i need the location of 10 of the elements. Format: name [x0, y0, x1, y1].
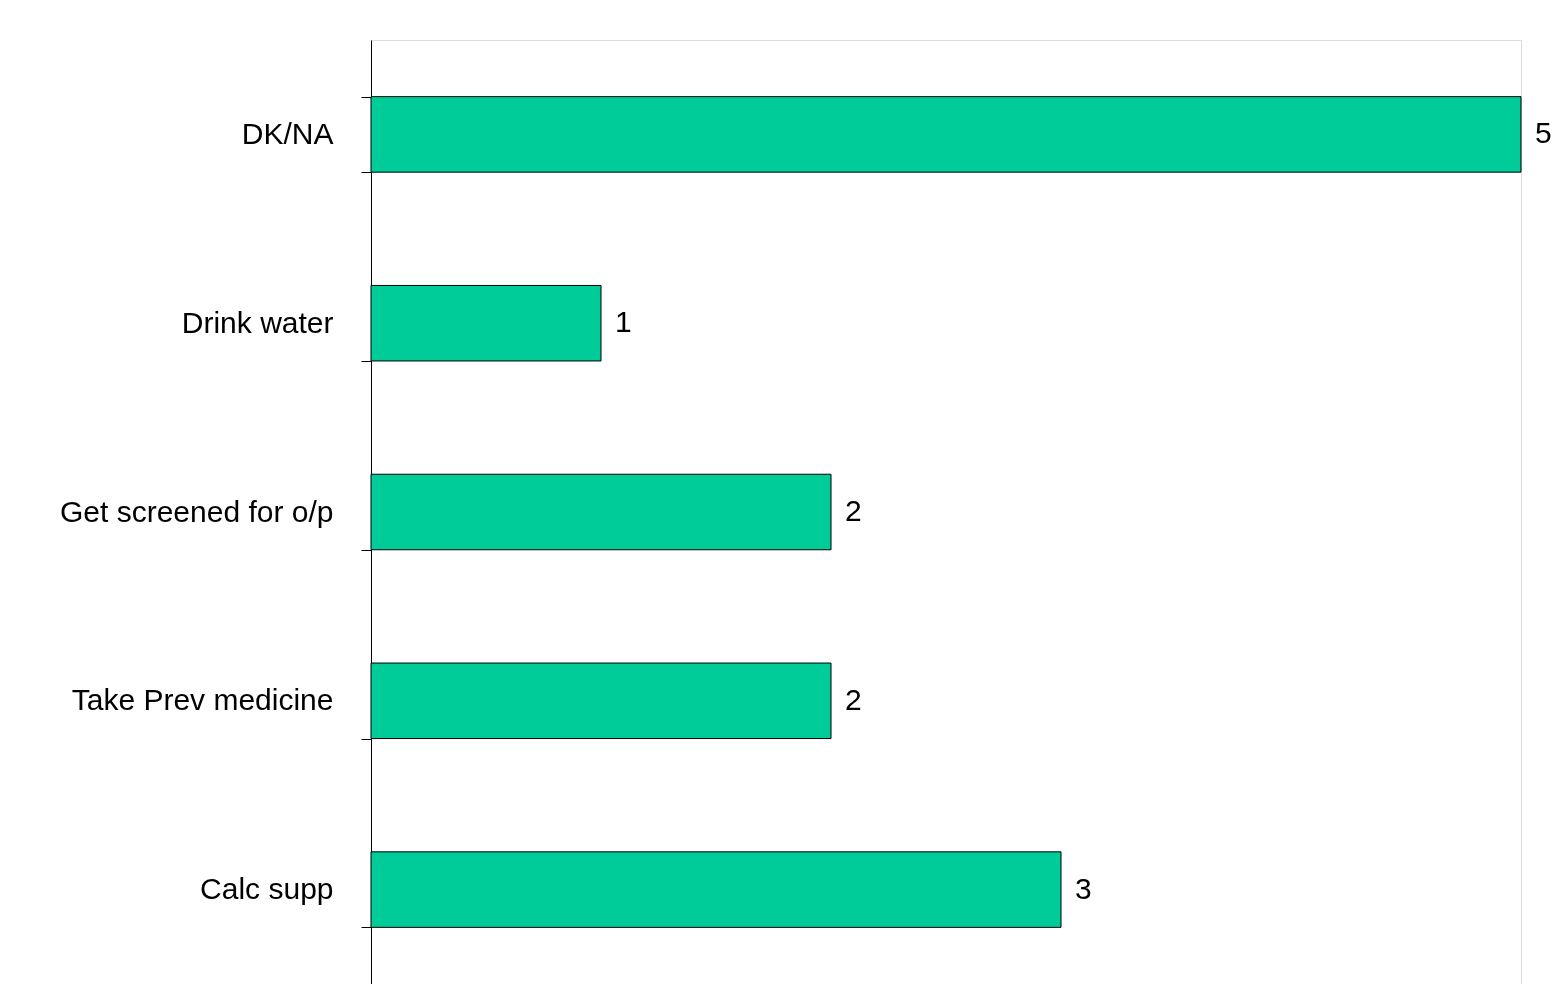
y-tick-label: Calc supp [200, 872, 334, 906]
data-label: 2 [845, 682, 862, 716]
y-tick-label: Drink water [181, 305, 334, 339]
y-tick-label: Take Prev medicine [71, 683, 334, 717]
data-label: 1 [615, 305, 632, 339]
y-tick-label: DK/NA [241, 116, 334, 150]
data-label: 2 [845, 494, 862, 527]
y-tick-label: Get screened for o/p [60, 494, 334, 528]
data-label: 3 [1075, 871, 1092, 905]
data-label: 5 [1535, 116, 1552, 150]
